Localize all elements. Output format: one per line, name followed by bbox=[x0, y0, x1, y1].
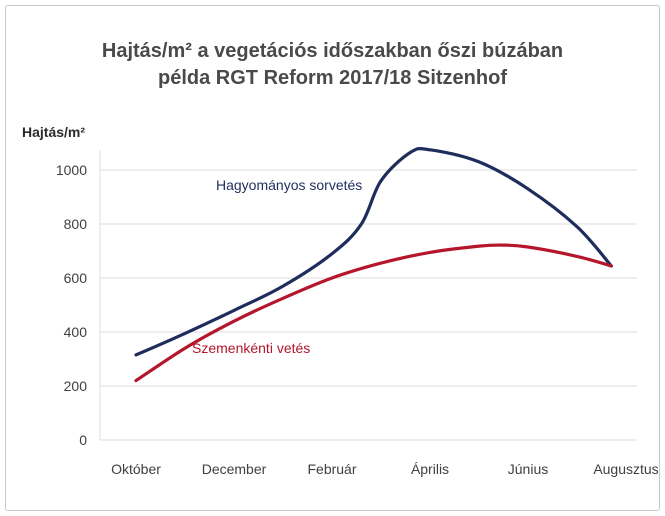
y-tick-label: 400 bbox=[64, 324, 88, 340]
series-line-0 bbox=[134, 146, 613, 357]
x-tick-label: Április bbox=[411, 461, 449, 477]
x-tick-label: Augusztus bbox=[593, 461, 658, 477]
series-line-1 bbox=[134, 243, 613, 383]
chart-title: Hajtás/m² a vegetációs időszakban őszi b… bbox=[0, 38, 665, 92]
chart-title-line2: példa RGT Reform 2017/18 Sitzenhof bbox=[158, 67, 507, 89]
x-tick-label: Június bbox=[508, 461, 548, 477]
chart-title-line1: Hajtás/m² a vegetációs időszakban őszi b… bbox=[101, 40, 564, 62]
x-tick-label: Október bbox=[111, 461, 161, 477]
x-tick-label: December bbox=[202, 461, 267, 477]
y-tick-label: 0 bbox=[79, 432, 87, 448]
x-tick-labels: Október December Február Április Június Augus… bbox=[111, 461, 659, 477]
gridlines bbox=[99, 150, 637, 441]
y-tick-label: 800 bbox=[64, 216, 88, 232]
x-tick-label: Február bbox=[307, 461, 356, 477]
y-tick-labels: 0 200 400 600 800 1000 bbox=[56, 162, 87, 448]
series-lines bbox=[134, 146, 613, 383]
y-tick-label: 200 bbox=[64, 378, 88, 394]
y-axis-label: Hajtás/m² bbox=[22, 124, 85, 140]
y-tick-label: 600 bbox=[64, 270, 88, 286]
y-tick-label: 1000 bbox=[56, 162, 87, 178]
series-label-hagyomanyos: Hagyományos sorvetés bbox=[216, 177, 362, 193]
series-label-szemenkenti: Szemenkénti vetés bbox=[192, 340, 310, 356]
chart-frame bbox=[5, 5, 660, 511]
